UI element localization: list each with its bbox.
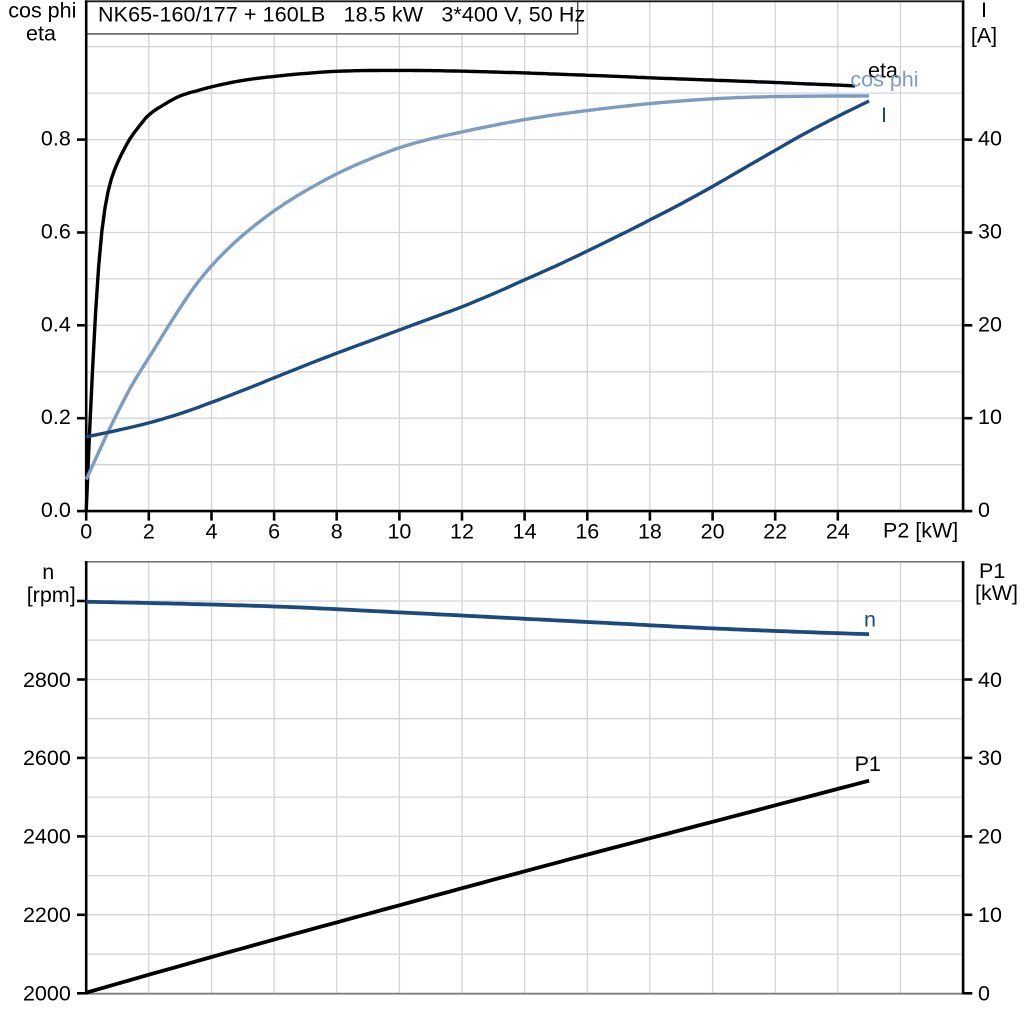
- svg-text:[kW]: [kW]: [975, 581, 1018, 605]
- svg-text:eta: eta: [26, 22, 56, 46]
- svg-text:2: 2: [143, 520, 155, 544]
- svg-text:P2 [kW]: P2 [kW]: [883, 519, 958, 543]
- svg-text:2800: 2800: [23, 668, 71, 692]
- svg-text:10: 10: [387, 520, 411, 544]
- svg-text:12: 12: [450, 520, 474, 544]
- svg-text:20: 20: [978, 312, 1002, 336]
- svg-text:8: 8: [331, 520, 343, 544]
- svg-text:P1: P1: [855, 752, 881, 776]
- svg-text:2200: 2200: [23, 903, 71, 927]
- svg-text:4: 4: [206, 520, 218, 544]
- svg-text:[A]: [A]: [971, 24, 997, 48]
- svg-text:NK65-160/177 + 160LB 18.5 kW: NK65-160/177 + 160LB 18.5 kW 3*400 V, 50…: [98, 3, 585, 27]
- svg-text:30: 30: [978, 746, 1002, 770]
- svg-text:10: 10: [978, 903, 1002, 927]
- svg-text:6: 6: [268, 520, 280, 544]
- svg-text:22: 22: [763, 520, 787, 544]
- svg-text:0.4: 0.4: [41, 312, 71, 336]
- svg-text:0: 0: [80, 520, 92, 544]
- svg-text:2400: 2400: [23, 825, 71, 849]
- svg-text:P1: P1: [979, 559, 1005, 583]
- svg-text:I: I: [981, 0, 987, 22]
- svg-text:2000: 2000: [23, 982, 71, 1006]
- svg-text:I: I: [881, 103, 887, 127]
- svg-text:18: 18: [638, 520, 662, 544]
- svg-text:0.2: 0.2: [41, 405, 71, 429]
- svg-text:[rpm]: [rpm]: [27, 583, 76, 607]
- svg-text:30: 30: [978, 220, 1002, 244]
- svg-text:n: n: [864, 608, 876, 632]
- svg-text:eta: eta: [868, 59, 898, 83]
- svg-text:cos phi: cos phi: [8, 0, 76, 23]
- svg-text:16: 16: [575, 520, 599, 544]
- svg-text:0.0: 0.0: [41, 498, 71, 522]
- svg-text:2600: 2600: [23, 746, 71, 770]
- svg-text:24: 24: [826, 520, 850, 544]
- svg-text:20: 20: [978, 825, 1002, 849]
- svg-text:0: 0: [978, 982, 990, 1006]
- svg-text:0.6: 0.6: [41, 220, 71, 244]
- svg-text:14: 14: [513, 520, 537, 544]
- svg-text:0: 0: [978, 498, 990, 522]
- svg-text:40: 40: [978, 127, 1002, 151]
- svg-text:0.8: 0.8: [41, 127, 71, 151]
- svg-text:20: 20: [701, 520, 725, 544]
- svg-text:n: n: [42, 560, 54, 584]
- svg-text:10: 10: [978, 405, 1002, 429]
- svg-text:40: 40: [978, 668, 1002, 692]
- svg-text:cos phi: cos phi: [850, 68, 918, 92]
